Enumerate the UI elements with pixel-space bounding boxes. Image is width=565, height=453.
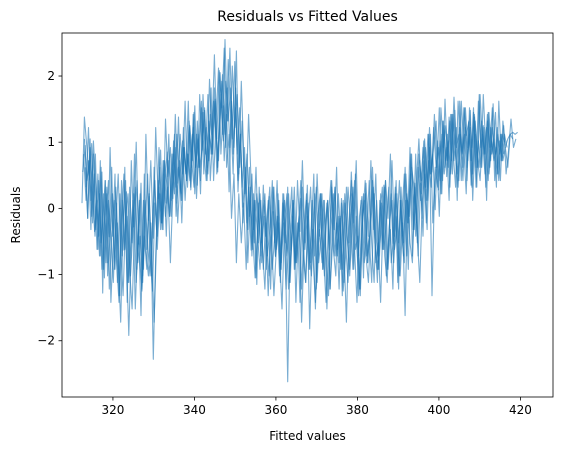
series-line-5 [84, 65, 505, 323]
y-tick-label: −1 [37, 268, 55, 282]
y-axis-label: Residuals [9, 187, 23, 244]
x-tick-label: 380 [346, 403, 369, 417]
y-tick-label: −2 [37, 334, 55, 348]
y-tick-label: 2 [47, 69, 55, 83]
y-tick-label: 0 [47, 201, 55, 215]
x-tick-label: 320 [101, 403, 124, 417]
x-tick-label: 360 [264, 403, 287, 417]
x-tick-label: 420 [509, 403, 532, 417]
x-axis-label: Fitted values [269, 429, 346, 443]
series-line-6 [85, 80, 508, 297]
plot-frame [61, 32, 554, 398]
x-axis: 320 340 360 380 400 420 [101, 397, 532, 417]
x-tick-label: 340 [183, 403, 206, 417]
chart-title: Residuals vs Fitted Values [217, 9, 398, 25]
x-tick-label: 400 [427, 403, 450, 417]
y-axis: −2 −1 0 1 2 [37, 69, 62, 348]
y-tick-label: 1 [47, 135, 55, 149]
series-lines [81, 39, 518, 383]
